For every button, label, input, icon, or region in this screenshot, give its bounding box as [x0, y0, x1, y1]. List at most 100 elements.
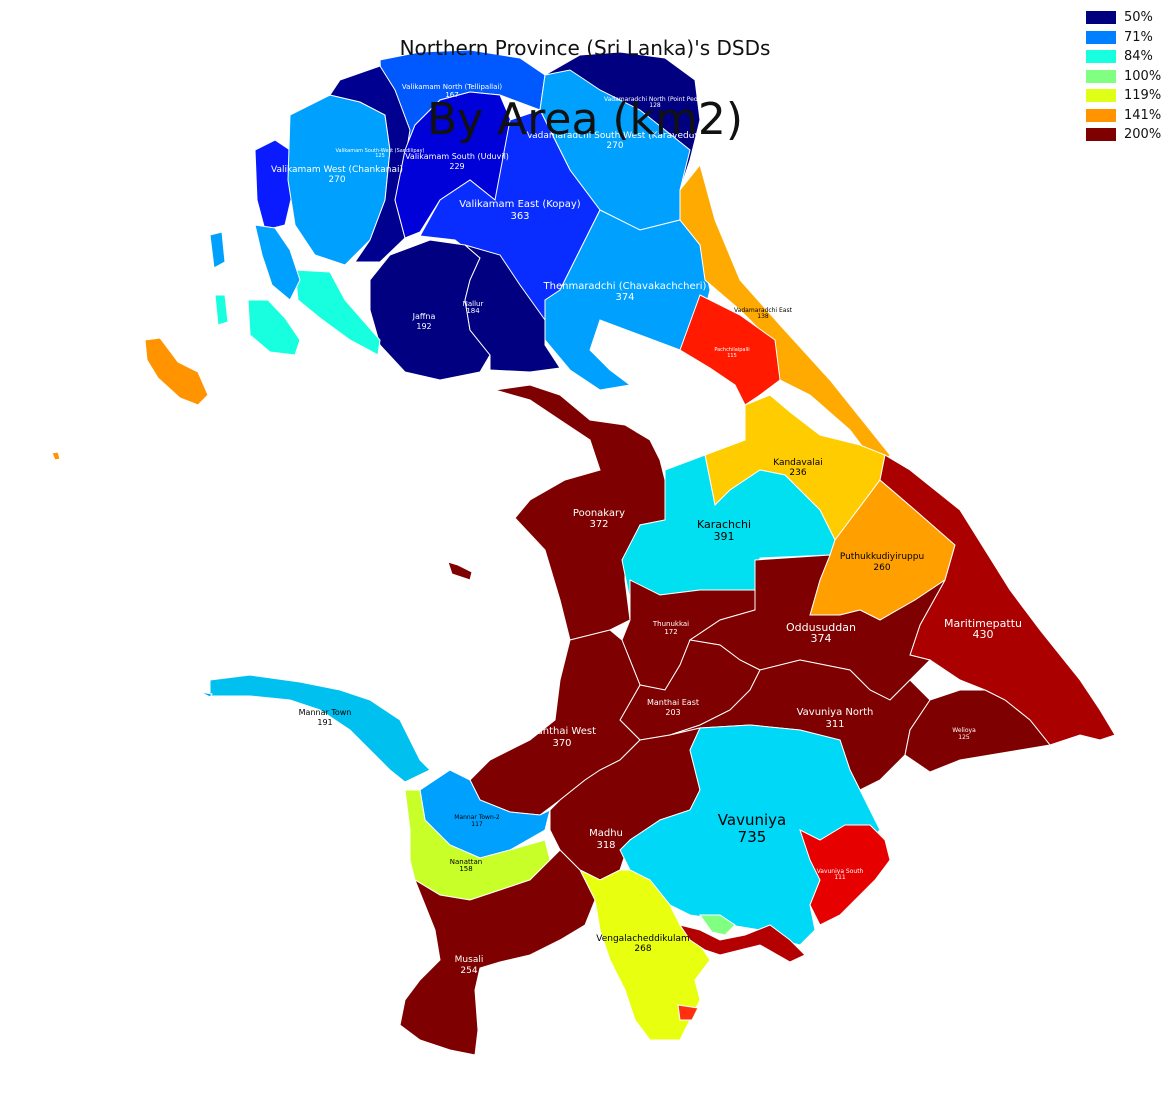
region-labels: Valikamam North (Tellipallai) 167 Vadama… — [271, 83, 1022, 976]
region-island-small-blue-1 — [209, 231, 226, 269]
label-vadamaradchi-south-west: Vadamaradchi South-West (Karaveddy) — [527, 131, 704, 141]
value-manthai-east: 203 — [665, 708, 680, 717]
region-islands-south — [247, 299, 301, 356]
legend: 50% 71% 84% 100% 119% 141% 200% — [1086, 8, 1161, 145]
label-vadamaradchi-east: Vadamaradchi East — [734, 307, 793, 314]
region-mannar-town — [209, 674, 431, 783]
label-vadamaradchi-north: Vadamaradchi North (Point Pedro) — [604, 96, 706, 103]
label-valikamam-north: Valikamam North (Tellipallai) — [402, 83, 502, 91]
legend-swatch — [1086, 89, 1116, 103]
legend-swatch — [1086, 50, 1116, 64]
value-mannar-town: 191 — [317, 718, 332, 727]
region-island-delft — [144, 337, 209, 406]
label-thenmaradchi: Thenmaradchi (Chavakachcheri) — [543, 281, 707, 292]
label-vengalacheddikulam: Vengalacheddikulam — [596, 934, 689, 944]
label-manthai-west: Manthai West — [528, 726, 596, 737]
label-karachchi: Karachchi — [697, 518, 751, 531]
label-mannar-town-2: Mannar Town-2 — [454, 814, 500, 821]
region-small-isle — [447, 561, 473, 581]
value-nallur: 184 — [466, 307, 480, 315]
label-poonakary: Poonakary — [573, 508, 625, 519]
label-valikamam-west: Valikamam West (Chankanai) — [271, 165, 403, 175]
legend-label: 71% — [1124, 29, 1153, 45]
value-valikamam-east: 363 — [510, 211, 529, 222]
label-puthukkudiyiruppu: Puthukkudiyiruppu — [840, 552, 924, 562]
label-madhu: Madhu — [589, 828, 623, 839]
legend-label: 50% — [1124, 10, 1153, 26]
value-nanattan: 158 — [459, 865, 472, 873]
value-pachchilaipalli: 115 — [727, 353, 737, 359]
legend-label: 100% — [1124, 68, 1162, 84]
region-mannar-coast — [199, 691, 213, 698]
region-valikamam-south-west — [254, 139, 293, 231]
legend-label: 200% — [1124, 127, 1162, 143]
label-manthai-east: Manthai East — [647, 698, 699, 707]
label-musali: Musali — [455, 955, 484, 965]
legend-swatch — [1086, 30, 1116, 44]
region-valikamam-north-west — [329, 65, 411, 263]
region-island-small-cyan — [214, 294, 229, 326]
region-pachchilaipalli — [679, 294, 781, 406]
value-manthai-west: 370 — [552, 738, 571, 749]
legend-swatch — [1086, 11, 1116, 25]
value-valikamam-north: 167 — [445, 91, 458, 99]
label-nanattan: Nanattan — [450, 858, 482, 866]
label-valikamam-east: Valikamam East (Kopay) — [459, 199, 581, 210]
value-musali: 254 — [460, 966, 477, 976]
label-valikamam-south-west: Valikamam South-West (Sandilipay) — [335, 148, 424, 154]
value-vavuniya-north: 311 — [825, 719, 844, 730]
value-vavuniya-south: 111 — [834, 874, 846, 881]
legend-label: 141% — [1124, 107, 1162, 123]
label-oddusuddan: Oddusuddan — [786, 621, 856, 634]
label-welioya: Welioya — [952, 727, 976, 734]
region-vengalacheddikulam — [578, 868, 711, 1041]
label-vavuniya: Vavuniya — [718, 811, 786, 829]
value-poonakary: 372 — [589, 519, 608, 530]
region-nallur — [464, 244, 561, 373]
value-valikamam-west: 270 — [328, 175, 345, 185]
label-pachchilaipalli: Pachchilaipalli — [714, 347, 749, 353]
value-madhu: 318 — [596, 840, 615, 851]
value-thunukkai: 172 — [664, 628, 677, 636]
value-vadamaradchi-north: 128 — [649, 102, 661, 109]
value-vavuniya: 735 — [738, 828, 767, 846]
value-oddusuddan: 374 — [811, 632, 832, 645]
label-vavuniya-south: Vavuniya South — [817, 868, 864, 875]
legend-item: 141% — [1086, 106, 1161, 126]
label-mannar-town: Mannar Town — [299, 708, 352, 717]
region-small-green — [699, 914, 736, 936]
value-vadamaradchi-east: 138 — [757, 313, 769, 320]
legend-item: 84% — [1086, 47, 1161, 67]
legend-label: 84% — [1124, 49, 1153, 65]
value-valikamam-south: 229 — [449, 162, 464, 171]
label-nallur: Nallur — [463, 300, 484, 308]
legend-swatch — [1086, 128, 1116, 142]
legend-item: 71% — [1086, 28, 1161, 48]
region-musali — [399, 849, 596, 1056]
value-maritimepattu: 430 — [973, 628, 994, 641]
value-karachchi: 391 — [714, 530, 735, 543]
region-welioya — [904, 689, 1051, 773]
label-kandavalai: Kandavalai — [773, 458, 823, 468]
legend-swatch — [1086, 69, 1116, 83]
legend-label: 119% — [1124, 88, 1162, 104]
legend-swatch — [1086, 108, 1116, 122]
value-kandavalai: 236 — [789, 468, 806, 478]
legend-item: 100% — [1086, 67, 1161, 87]
region-island-small-blue-2 — [254, 224, 301, 301]
value-vadamaradchi-south-west: 270 — [606, 141, 623, 151]
value-thenmaradchi: 374 — [615, 292, 634, 303]
label-vavuniya-north: Vavuniya North — [797, 707, 874, 718]
value-puthukkudiyiruppu: 260 — [873, 563, 890, 573]
value-vengalacheddikulam: 268 — [634, 944, 651, 954]
value-jaffna: 192 — [416, 322, 431, 331]
label-maritimepattu: Maritimepattu — [944, 617, 1022, 630]
region-small-red-south — [677, 1004, 699, 1021]
region-small-darkred-south — [678, 924, 806, 963]
label-thunukkai: Thunukkai — [652, 620, 689, 628]
legend-item: 119% — [1086, 86, 1161, 106]
region-islands-west — [294, 269, 381, 356]
legend-item: 200% — [1086, 125, 1161, 145]
label-jaffna: Jaffna — [412, 312, 436, 321]
